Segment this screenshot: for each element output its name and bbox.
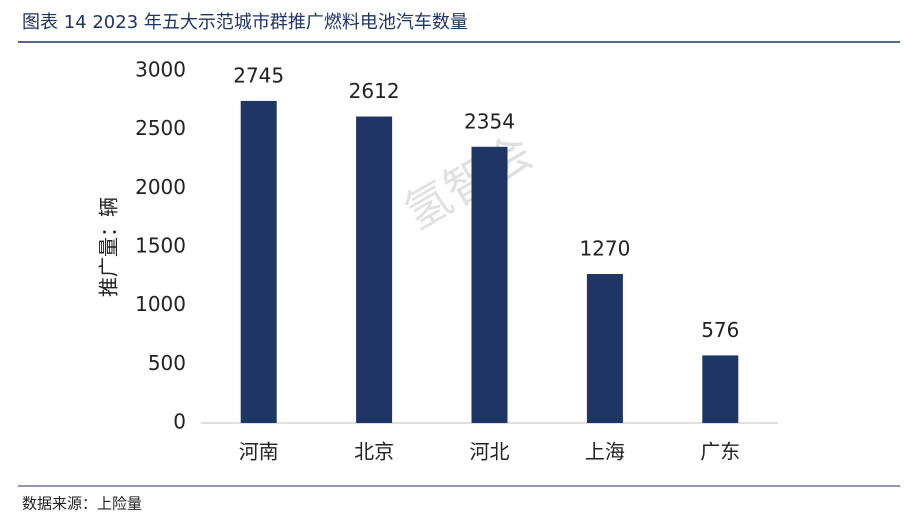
data-label: 2745: [233, 63, 284, 87]
chart-title: 图表 14 2023 年五大示范城市群推广燃料电池汽车数量: [22, 12, 468, 33]
x-tick-label: 河南: [239, 440, 279, 464]
x-tick-label: 上海: [585, 440, 625, 464]
bar: [702, 355, 739, 423]
x-tick-label: 广东: [700, 440, 740, 464]
data-label: 2354: [464, 109, 515, 133]
data-label: 2612: [349, 79, 400, 103]
y-tick-label: 0: [173, 410, 186, 434]
bar: [586, 273, 623, 423]
y-tick-label: 2000: [135, 175, 186, 199]
watermark: 氢智会: [395, 124, 542, 240]
data-label: 1270: [579, 236, 630, 260]
bar: [240, 100, 277, 424]
y-tick-label: 1000: [135, 292, 186, 316]
x-tick-label: 河北: [470, 440, 510, 464]
y-tick-label: 3000: [135, 58, 186, 82]
source-note: 数据来源：上险量: [22, 495, 142, 513]
x-tick-label: 北京: [354, 440, 394, 464]
y-tick-label: 1500: [135, 234, 186, 258]
bar: [471, 146, 508, 423]
bar: [356, 116, 393, 423]
y-tick-label: 2500: [135, 116, 186, 140]
y-axis-title: 推广量：辆: [97, 197, 121, 297]
y-tick-label: 500: [148, 351, 186, 375]
data-label: 576: [701, 318, 739, 342]
